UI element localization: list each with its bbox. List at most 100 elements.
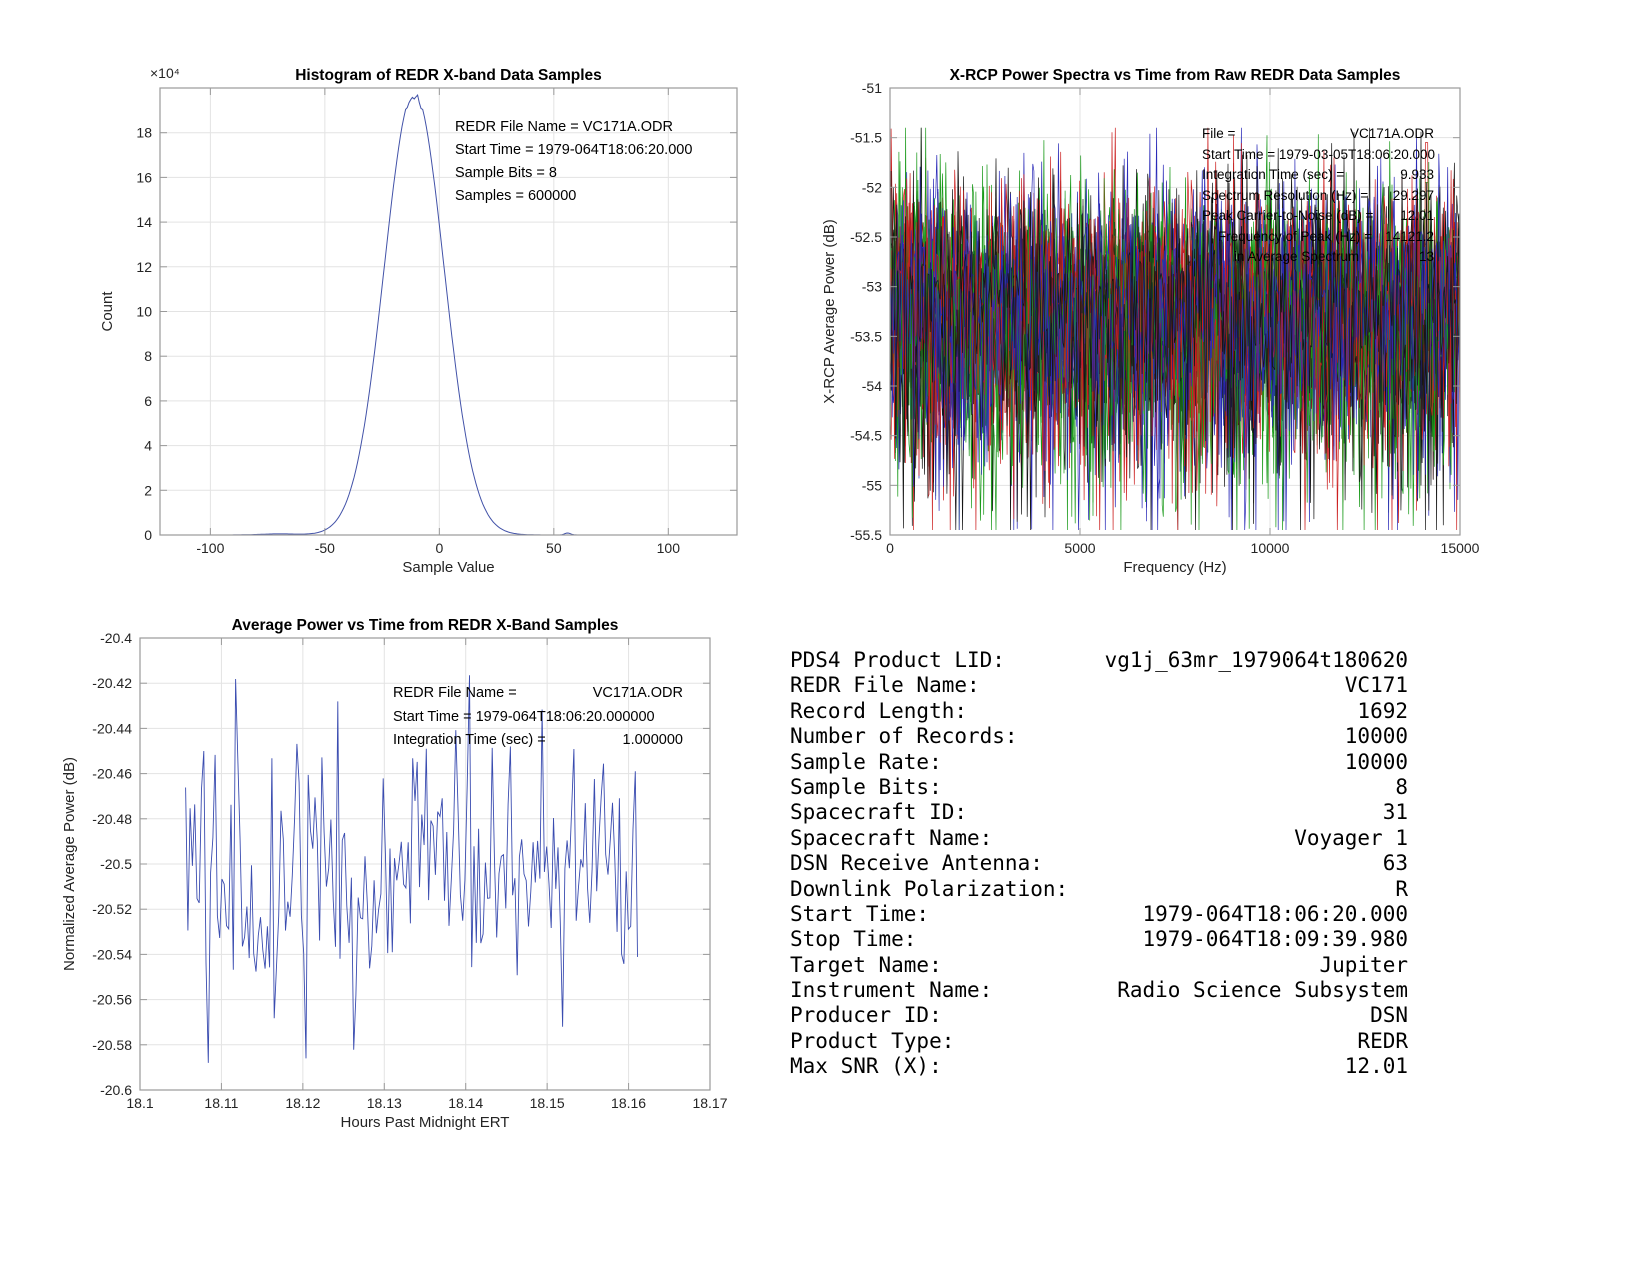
y-axis-label: X-RCP Average Power (dB) — [821, 219, 838, 404]
y-tick-label: 2 — [144, 482, 152, 498]
table-row-label: Sample Bits: — [790, 774, 942, 799]
x-tick-label: 18.12 — [285, 1095, 320, 1111]
chart-title: X-RCP Power Spectra vs Time from Raw RED… — [950, 67, 1401, 84]
y-tick-label: -52.5 — [850, 229, 882, 245]
table-row: Start Time: 1979-064T18:06:20.000 — [790, 902, 1408, 927]
spectrum-series — [889, 132, 1461, 531]
table-row-label: PDS4 Product LID: — [790, 648, 1005, 672]
table-row: Downlink Polarization: R — [790, 877, 1408, 902]
table-row-label: Start Time: — [790, 901, 930, 926]
y-tick-label: -20.6 — [100, 1082, 132, 1098]
table-row-value: 8 — [1395, 774, 1408, 799]
annotation-label: Peak Carrier-to-Noise (dB) = — [1202, 208, 1374, 223]
table-row-label: Product Type: — [790, 1028, 955, 1053]
y-tick-label: -54.5 — [850, 428, 882, 444]
table-row: Producer ID: DSN — [790, 1003, 1408, 1028]
y-tick-label: 18 — [136, 125, 152, 141]
table-row-value: 1979-064T18:09:39.980 — [1142, 927, 1408, 952]
x-tick-label: 100 — [657, 540, 681, 556]
y-tick-label: -20.58 — [92, 1037, 132, 1053]
y-tick-label: -51.5 — [850, 130, 882, 146]
y-tick-label: -55 — [862, 477, 882, 493]
table-row: DSN Receive Antenna: 63 — [790, 851, 1408, 876]
table-row-value: vg1j_63mr_1979064t180620 — [1104, 648, 1408, 672]
table-row-label: Target Name: — [790, 952, 942, 977]
x-tick-label: -50 — [315, 540, 335, 556]
annotation-row: Start Time = 1979-03-05T18:06:20.000 — [1202, 146, 1436, 162]
table-row-label: Downlink Polarization: — [790, 876, 1069, 901]
y-tick-label: -20.48 — [92, 811, 132, 827]
chart-title: Histogram of REDR X-band Data Samples — [295, 67, 602, 84]
annotation-row: Samples = 600000 — [455, 188, 577, 204]
annotation-row: Frequency of Peak (Hz) = 14121.2 — [1202, 227, 1434, 248]
table-row-value: 12.01 — [1344, 1054, 1408, 1079]
table-row-value: Voyager 1 — [1294, 825, 1408, 850]
y-tick-label: 16 — [136, 169, 152, 185]
histogram-annotation: REDR File Name = VC171A.ODR Start Time = … — [455, 116, 695, 208]
x-axis-label: Frequency (Hz) — [1123, 559, 1226, 576]
table-row-value: 1692 — [1357, 698, 1408, 723]
table-row: Number of Records: 10000 — [790, 724, 1408, 749]
x-axis-label: Hours Past Midnight ERT — [341, 1114, 510, 1131]
chart-power_vs_time: 18.1 18.11 18.12 18.13 18.14 18.15 18.16 18.17 -… — [61, 617, 728, 1131]
table-row-value: 31 — [1382, 800, 1408, 825]
annotation-value: 13 — [1418, 249, 1434, 264]
y-scale-label: ×10⁴ — [150, 65, 180, 81]
y-tick-label: -20.56 — [92, 992, 132, 1008]
annotation-value: 14121.2 — [1385, 228, 1434, 244]
table-row: Target Name: Jupiter — [790, 953, 1408, 978]
y-axis-label: Normalized Average Power (dB) — [61, 757, 78, 971]
table-row-value: R — [1395, 876, 1408, 901]
table-row: Instrument Name: Radio Science Subsystem — [790, 978, 1408, 1003]
x-tick-label: 15000 — [1441, 540, 1480, 556]
table-row-value: REDR — [1357, 1028, 1408, 1053]
table-row: Spacecraft ID: 31 — [790, 800, 1408, 825]
annotation-label: in Average Spectrum — [1234, 249, 1360, 264]
y-tick-label: -55.5 — [850, 527, 882, 543]
table-row-label: Number of Records: — [790, 724, 1018, 749]
table-row-label: Spacecraft ID: — [790, 800, 968, 825]
y-tick-label: -53.5 — [850, 328, 882, 344]
table-row-label: Sample Rate: — [790, 749, 942, 774]
table-row: Sample Bits: 8 — [790, 775, 1408, 800]
table-row-value: Jupiter — [1319, 952, 1408, 977]
y-tick-label: -20.5 — [100, 856, 132, 872]
x-tick-label: 50 — [546, 540, 562, 556]
annotation-row: in Average Spectrum 13 — [1202, 247, 1434, 268]
spectrum-series — [889, 151, 1461, 531]
table-row-value: 10000 — [1344, 724, 1408, 749]
y-tick-label: -20.54 — [92, 946, 132, 962]
table-row: Sample Rate: 10000 — [790, 750, 1408, 775]
table-row: PDS4 Product LID: vg1j_63mr_1979064t18062… — [790, 648, 1408, 673]
annotation-row: REDR File Name = VC171A.ODR — [455, 119, 673, 135]
x-tick-label: 0 — [886, 540, 894, 556]
annotation-label: Frequency of Peak (Hz) = — [1218, 228, 1373, 244]
y-tick-label: -20.52 — [92, 901, 132, 917]
annotation-row: REDR File Name = VC171A.ODR — [393, 682, 683, 706]
table-row-value: Radio Science Subsystem — [1117, 978, 1408, 1003]
table-row-label: DSN Receive Antenna: — [790, 851, 1043, 876]
y-tick-label: -20.4 — [100, 630, 132, 646]
table-row: Record Length: 1692 — [790, 699, 1408, 724]
x-tick-label: 18.13 — [367, 1095, 402, 1111]
x-tick-label: 0 — [435, 540, 443, 556]
table-row: REDR File Name: VC171 — [790, 673, 1408, 698]
annotation-value: 1.000000 — [622, 732, 683, 748]
x-tick-label: 18.15 — [530, 1095, 565, 1111]
y-tick-label: -20.42 — [92, 675, 132, 691]
table-row: Max SNR (X): 12.01 — [790, 1054, 1408, 1079]
annotation-row: Spectrum Resolution (Hz) = 29.297 — [1202, 186, 1434, 207]
y-tick-label: -53 — [862, 279, 882, 295]
annotation-value: 9.933 — [1400, 167, 1434, 182]
y-tick-label: 4 — [144, 438, 152, 454]
metadata-table: PDS4 Product LID: vg1j_63mr_1979064t18062… — [790, 648, 1408, 1080]
annotation-label: File = — [1202, 126, 1236, 141]
x-axis-label: Sample Value — [402, 559, 494, 576]
annotation-row: Sample Bits = 8 — [455, 165, 557, 181]
x-tick-label: 5000 — [1064, 540, 1095, 556]
x-tick-label: 18.14 — [448, 1095, 483, 1111]
annotation-row: File = VC171A.ODR — [1202, 124, 1434, 145]
table-row-label: REDR File Name: — [790, 673, 980, 698]
power-annotation: REDR File Name = VC171A.ODR Start Time = 1… — [393, 682, 683, 753]
